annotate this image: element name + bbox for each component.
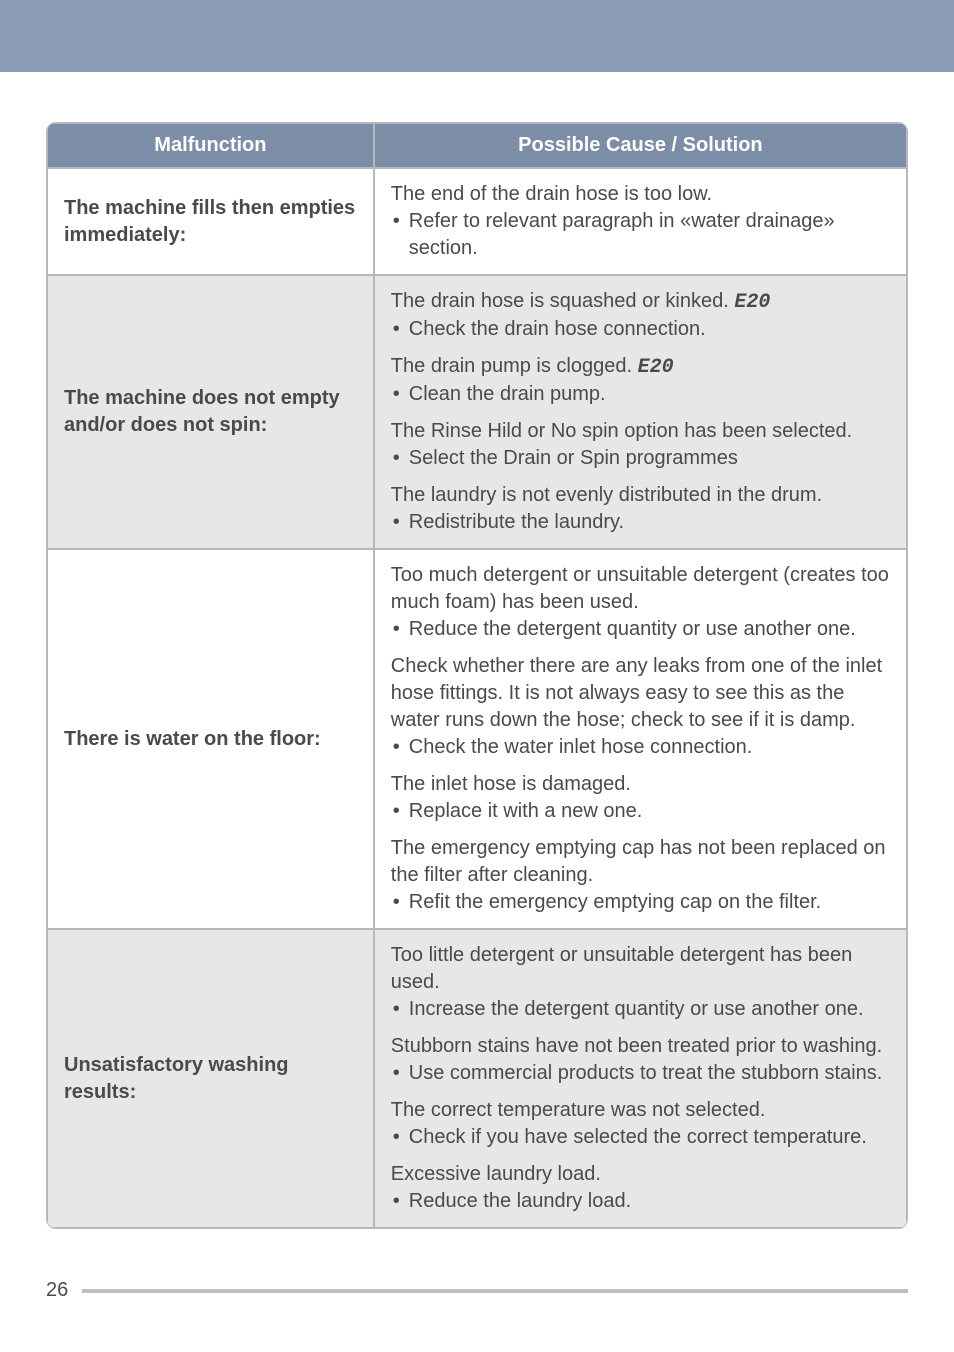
bullet-item: Clean the drain pump. [391, 381, 890, 408]
malfunction-cell: There is water on the floor: [47, 549, 374, 929]
cause-block: The correct temperature was not selected… [391, 1097, 890, 1151]
cause-text: The emergency emptying cap has not been … [391, 835, 890, 889]
cause-block: The drain pump is clogged. E20Clean the … [391, 353, 890, 408]
page-footer: 26 [0, 1249, 954, 1322]
solution-cell: Too much detergent or unsuitable deterge… [374, 549, 907, 929]
bullet-item: Select the Drain or Spin programmes [391, 445, 890, 472]
bullet-item: Increase the detergent quantity or use a… [391, 996, 890, 1023]
table-header-row: Malfunction Possible Cause / Solution [47, 123, 907, 168]
cause-text: Too little detergent or unsuitable deter… [391, 942, 890, 996]
cause-text: The drain pump is clogged. E20 [391, 353, 890, 381]
cause-block: Too much detergent or unsuitable deterge… [391, 562, 890, 643]
bullet-item: Reduce the laundry load. [391, 1188, 890, 1215]
cause-text: The end of the drain hose is too low. [391, 181, 890, 208]
cause-text: The inlet hose is damaged. [391, 771, 890, 798]
bullet-item: Refer to relevant paragraph in «water dr… [391, 208, 890, 262]
cause-block: The laundry is not evenly distributed in… [391, 482, 890, 536]
troubleshooting-table: Malfunction Possible Cause / Solution Th… [46, 122, 908, 1229]
cause-text: The laundry is not evenly distributed in… [391, 482, 890, 509]
content-area: Malfunction Possible Cause / Solution Th… [0, 72, 954, 1249]
footer-divider [82, 1289, 908, 1293]
table-row: There is water on the floor: Too much det… [47, 549, 907, 929]
bullet-item: Check the drain hose connection. [391, 316, 890, 343]
solution-cell: The drain hose is squashed or kinked. E2… [374, 275, 907, 549]
cause-text: The Rinse Hild or No spin option has bee… [391, 418, 890, 445]
header-solution: Possible Cause / Solution [374, 123, 907, 168]
bullet-item: Reduce the detergent quantity or use ano… [391, 616, 890, 643]
table-row: The machine does not empty and/or does n… [47, 275, 907, 549]
cause-block: The end of the drain hose is too low.Ref… [391, 181, 890, 262]
solution-cell: Too little detergent or unsuitable deter… [374, 929, 907, 1228]
bullet-item: Redistribute the laundry. [391, 509, 890, 536]
bullet-item: Replace it with a new one. [391, 798, 890, 825]
solution-cell: The end of the drain hose is too low.Ref… [374, 168, 907, 275]
cause-block: Check whether there are any leaks from o… [391, 653, 890, 761]
cause-text: Too much detergent or unsuitable deterge… [391, 562, 890, 616]
bullet-item: Refit the emergency emptying cap on the … [391, 889, 890, 916]
malfunction-cell: Unsatisfactory washing results: [47, 929, 374, 1228]
bullet-item: Check the water inlet hose connection. [391, 734, 890, 761]
page-number: 26 [46, 1279, 68, 1302]
cause-block: Excessive laundry load.Reduce the laundr… [391, 1161, 890, 1215]
cause-block: Stubborn stains have not been treated pr… [391, 1033, 890, 1087]
cause-text: Stubborn stains have not been treated pr… [391, 1033, 890, 1060]
bullet-item: Use commercial products to treat the stu… [391, 1060, 890, 1087]
malfunction-cell: The machine does not empty and/or does n… [47, 275, 374, 549]
error-code: E20 [638, 356, 674, 379]
error-code: E20 [734, 291, 770, 314]
cause-text: Excessive laundry load. [391, 1161, 890, 1188]
cause-block: Too little detergent or unsuitable deter… [391, 942, 890, 1023]
bullet-item: Check if you have selected the correct t… [391, 1124, 890, 1151]
malfunction-cell: The machine fills then empties immediate… [47, 168, 374, 275]
cause-text: Check whether there are any leaks from o… [391, 653, 890, 734]
cause-block: The inlet hose is damaged.Replace it wit… [391, 771, 890, 825]
cause-block: The drain hose is squashed or kinked. E2… [391, 288, 890, 343]
cause-text: The correct temperature was not selected… [391, 1097, 890, 1124]
cause-block: The emergency emptying cap has not been … [391, 835, 890, 916]
cause-block: The Rinse Hild or No spin option has bee… [391, 418, 890, 472]
table-row: The machine fills then empties immediate… [47, 168, 907, 275]
top-banner [0, 0, 954, 72]
cause-text: The drain hose is squashed or kinked. E2… [391, 288, 890, 316]
header-malfunction: Malfunction [47, 123, 374, 168]
table-row: Unsatisfactory washing results: Too littl… [47, 929, 907, 1228]
